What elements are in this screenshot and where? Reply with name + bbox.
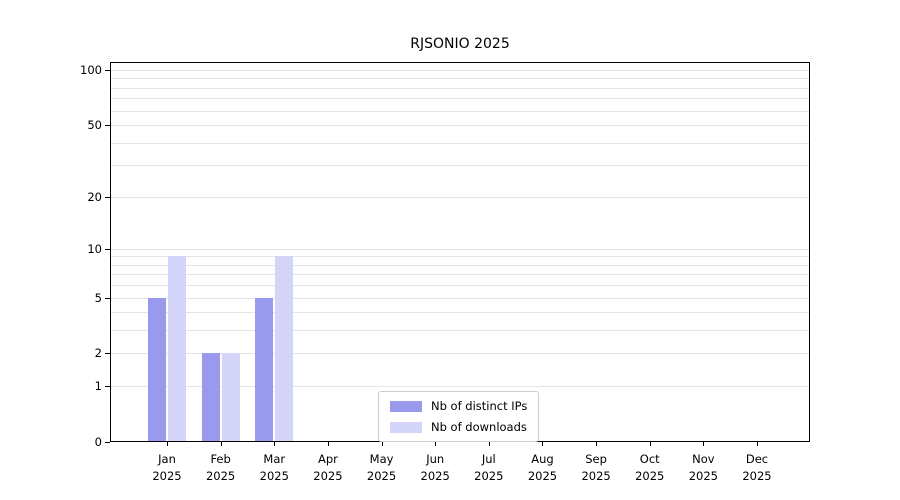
gridline-y-60 [110,110,810,112]
x-label-year: 2025 [205,468,236,483]
gridline-y-4 [110,312,810,314]
x-label-year: 2025 [581,468,611,483]
x-label-year: 2025 [259,468,289,483]
x-label-year: 2025 [152,468,182,483]
gridline-y-100 [110,70,810,71]
x-label-year: 2025 [366,468,397,483]
gridline-y-20 [110,196,810,198]
legend-row-distinct-ips: Nb of distinct IPs [390,399,527,413]
x-tick-nov [703,442,705,446]
gridline-y-70 [110,98,810,100]
legend-row-downloads: Nb of downloads [390,420,527,434]
y-label-20: 20 [87,189,102,204]
y-label-2: 2 [94,346,102,361]
y-label-50: 50 [87,118,102,133]
y-label-1: 1 [94,379,102,394]
gridline-y-3 [110,330,810,332]
x-label-month: Feb [210,452,231,466]
legend-swatch [390,421,422,433]
gridline-y-6 [110,285,810,287]
bar-distinct-ips-feb [201,353,220,442]
x-label-oct: Oct 2025 [620,451,680,484]
y-tick-0 [105,442,110,443]
gridline-y-9 [110,256,810,258]
x-label-month: May [369,452,394,466]
x-label-month: Jan [158,452,176,466]
bar-distinct-ips-jan [148,297,166,442]
bar-downloads-feb [221,353,240,442]
gridline-y-5 [110,297,810,299]
legend-label: Nb of downloads [431,420,527,434]
x-label-month: Nov [692,452,715,466]
gridline-y-90 [110,78,810,80]
y-tick-2 [105,353,110,355]
x-label-year: 2025 [420,468,450,483]
y-tick-1 [105,386,110,388]
x-label-aug: Aug 2025 [512,451,572,484]
x-tick-dec [757,442,758,446]
x-label-year: 2025 [474,468,504,483]
x-label-dec: Dec 2025 [727,451,787,484]
chart-title: RJSONIO 2025 [410,36,510,52]
x-label-mar: Mar 2025 [244,451,304,484]
x-label-month: Jun [426,452,445,466]
plot-area [110,62,810,442]
x-label-month: Aug [531,452,554,466]
x-label-month: Mar [263,452,286,466]
gridline-y-40 [110,142,810,144]
x-tick-feb [220,442,222,446]
y-tick-50 [105,125,110,127]
x-tick-jul [488,442,490,446]
x-label-month: Dec [745,452,769,466]
y-tick-20 [105,196,110,198]
x-label-month: Apr [317,452,338,466]
gridline-y-7 [110,274,810,276]
x-tick-jun [435,442,437,446]
gridline-y-2 [110,353,810,355]
x-label-month: Sep [585,452,607,466]
x-label-month: Jul [481,452,496,466]
legend-label: Nb of distinct IPs [431,399,528,413]
x-tick-oct [649,442,651,446]
x-label-year: 2025 [688,468,718,483]
x-label-jan: Jan 2025 [137,451,197,484]
gridline-y-8 [110,264,810,266]
y-label-100: 100 [80,63,102,77]
y-label-0: 0 [94,435,102,449]
x-label-year: 2025 [527,468,558,483]
bar-distinct-ips-mar [255,297,274,442]
x-tick-jan [167,442,168,446]
x-tick-apr [327,442,329,446]
gridline-y-50 [110,125,810,127]
x-label-nov: Nov 2025 [673,451,733,484]
x-tick-aug [542,442,544,446]
x-label-apr: Apr 2025 [298,451,358,484]
x-tick-sep [596,442,598,446]
legend: Nb of distinct IPs Nb of downloads [378,391,540,442]
gridline-y-1 [110,386,810,388]
x-label-sep: Sep 2025 [566,451,626,484]
x-label-feb: Feb 2025 [191,451,251,484]
bar-downloads-jan [168,256,186,442]
gridline-y-10 [110,248,810,250]
y-tick-100 [105,70,110,71]
bar-downloads-mar [275,256,294,442]
x-tick-may [381,442,383,446]
x-label-year: 2025 [313,468,343,483]
y-tick-10 [105,248,110,250]
y-label-5: 5 [94,290,102,305]
gridline-y-30 [110,165,810,167]
x-label-month: Oct [639,452,660,466]
gridline-y-80 [110,87,810,89]
x-tick-mar [274,442,276,446]
x-label-jul: Jul 2025 [459,451,519,484]
x-label-year: 2025 [742,468,772,483]
x-label-jun: Jun 2025 [405,451,465,484]
x-label-may: May 2025 [352,451,412,484]
y-tick-5 [105,297,110,299]
x-label-year: 2025 [635,468,665,483]
y-label-10: 10 [87,241,102,256]
legend-swatch [390,400,422,412]
